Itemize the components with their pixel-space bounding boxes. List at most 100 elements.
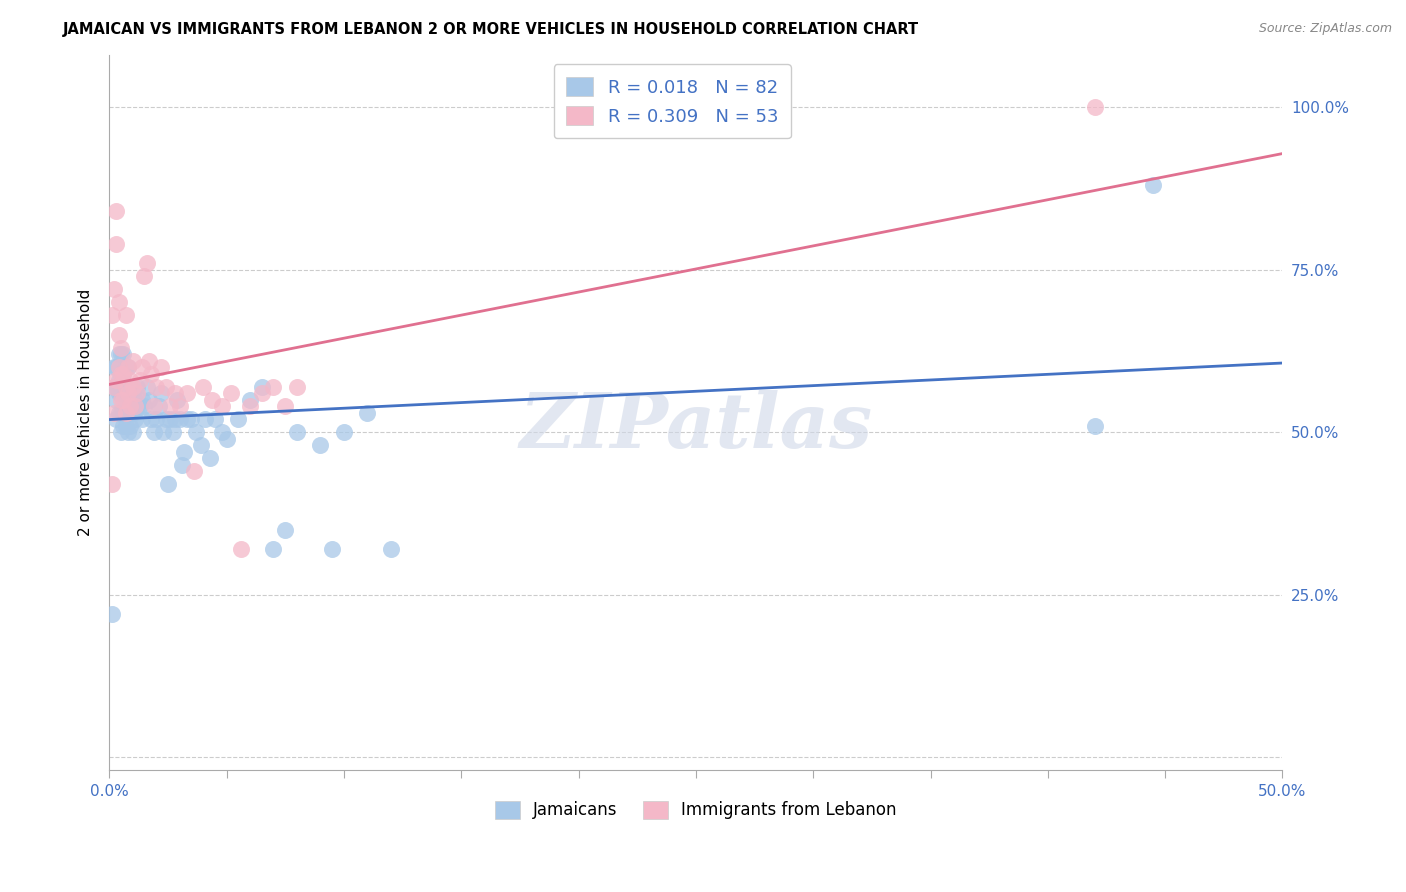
Point bbox=[112, 392, 135, 407]
Point bbox=[117, 360, 139, 375]
Point bbox=[285, 425, 308, 439]
Point bbox=[127, 386, 149, 401]
Point bbox=[162, 425, 184, 439]
Point bbox=[103, 282, 125, 296]
Point bbox=[112, 367, 135, 381]
Point bbox=[128, 399, 150, 413]
Point bbox=[117, 379, 139, 393]
Point bbox=[229, 542, 252, 557]
Point bbox=[107, 386, 129, 401]
Point bbox=[163, 412, 186, 426]
Point bbox=[176, 386, 198, 401]
Point bbox=[103, 406, 125, 420]
Point bbox=[131, 360, 153, 375]
Point bbox=[121, 406, 143, 420]
Point bbox=[1084, 100, 1107, 114]
Point bbox=[120, 399, 142, 413]
Point bbox=[105, 392, 128, 407]
Point bbox=[226, 412, 249, 426]
Point bbox=[112, 418, 135, 433]
Point bbox=[138, 392, 160, 407]
Point bbox=[105, 412, 128, 426]
Point bbox=[131, 412, 153, 426]
Point bbox=[105, 379, 128, 393]
Point bbox=[190, 438, 212, 452]
Point bbox=[128, 373, 150, 387]
Point bbox=[105, 360, 128, 375]
Point bbox=[117, 425, 139, 439]
Point bbox=[117, 406, 139, 420]
Point bbox=[100, 477, 122, 491]
Point bbox=[170, 458, 193, 472]
Point bbox=[120, 399, 142, 413]
Point bbox=[114, 379, 136, 393]
Point bbox=[173, 444, 195, 458]
Point bbox=[110, 367, 132, 381]
Point bbox=[159, 399, 181, 413]
Point bbox=[121, 353, 143, 368]
Point bbox=[105, 204, 128, 219]
Point bbox=[112, 386, 135, 401]
Point bbox=[285, 379, 308, 393]
Point bbox=[100, 607, 122, 621]
Point bbox=[105, 236, 128, 251]
Point bbox=[120, 418, 142, 433]
Point bbox=[219, 386, 242, 401]
Point bbox=[169, 399, 191, 413]
Point bbox=[110, 367, 132, 381]
Point bbox=[107, 347, 129, 361]
Point bbox=[191, 379, 214, 393]
Point bbox=[156, 477, 179, 491]
Point bbox=[120, 373, 142, 387]
Point bbox=[263, 542, 285, 557]
Point bbox=[121, 379, 143, 393]
Point bbox=[121, 386, 143, 401]
Point bbox=[110, 392, 132, 407]
Point bbox=[149, 360, 172, 375]
Point bbox=[184, 425, 207, 439]
Point bbox=[110, 386, 132, 401]
Point bbox=[107, 373, 129, 387]
Point bbox=[155, 412, 177, 426]
Point bbox=[176, 412, 198, 426]
Point bbox=[149, 386, 172, 401]
Point bbox=[263, 379, 285, 393]
Point bbox=[1142, 178, 1164, 193]
Point bbox=[142, 425, 165, 439]
Point bbox=[103, 379, 125, 393]
Point bbox=[141, 412, 163, 426]
Point bbox=[121, 425, 143, 439]
Point bbox=[204, 412, 226, 426]
Point bbox=[114, 379, 136, 393]
Point bbox=[215, 432, 238, 446]
Point bbox=[107, 327, 129, 342]
Point bbox=[131, 392, 153, 407]
Point bbox=[103, 379, 125, 393]
Point bbox=[194, 412, 217, 426]
Point bbox=[169, 412, 191, 426]
Point bbox=[142, 399, 165, 413]
Point bbox=[211, 399, 233, 413]
Point bbox=[321, 542, 343, 557]
Point bbox=[148, 399, 170, 413]
Legend: Jamaicans, Immigrants from Lebanon: Jamaicans, Immigrants from Lebanon bbox=[488, 794, 904, 826]
Point bbox=[107, 406, 129, 420]
Text: ZIPatlas: ZIPatlas bbox=[519, 390, 873, 464]
Point bbox=[239, 399, 262, 413]
Point bbox=[135, 256, 157, 270]
Point bbox=[110, 341, 132, 355]
Point bbox=[110, 347, 132, 361]
Point bbox=[183, 464, 205, 478]
Point bbox=[110, 425, 132, 439]
Point bbox=[112, 406, 135, 420]
Point bbox=[134, 399, 156, 413]
Point bbox=[356, 406, 378, 420]
Point bbox=[145, 379, 167, 393]
Point bbox=[127, 379, 149, 393]
Point bbox=[198, 451, 221, 466]
Point bbox=[107, 295, 129, 310]
Point bbox=[135, 379, 157, 393]
Point bbox=[114, 360, 136, 375]
Point bbox=[163, 386, 186, 401]
Point bbox=[112, 347, 135, 361]
